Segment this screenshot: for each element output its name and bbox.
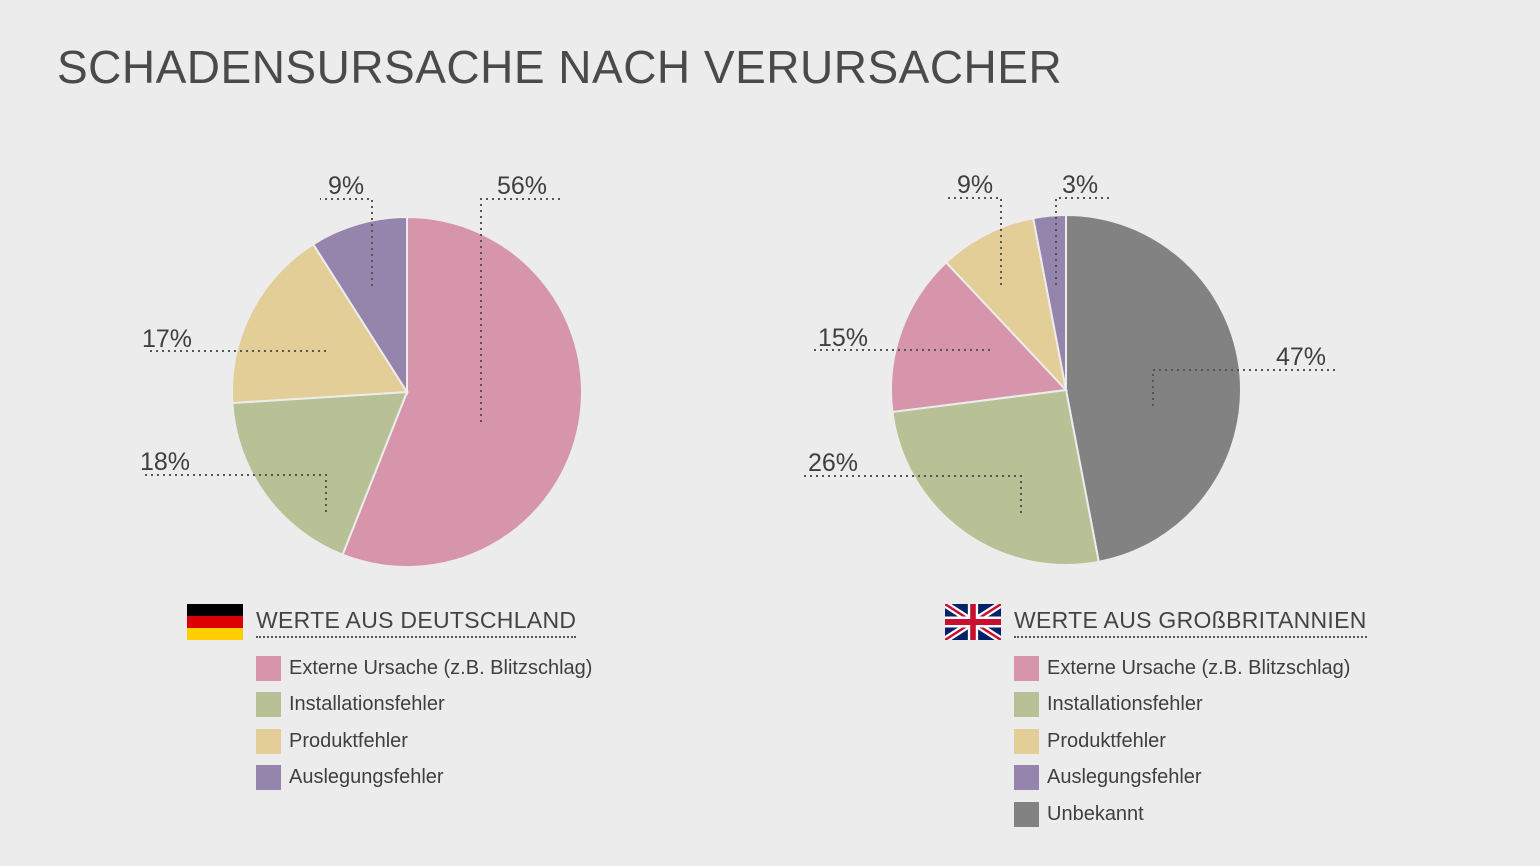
legend-swatch: [1014, 765, 1039, 791]
legend-item-externe-ursache-z-b-blitzschlag: Externe Ursache (z.B. Blitzschlag): [1014, 650, 1367, 687]
callout-line: [320, 198, 373, 286]
legend-swatch: [256, 655, 281, 681]
pie-slice-auslegungsfehler: [311, 215, 408, 396]
legend-item-auslegungsfehler: Auslegungsfehler: [1014, 760, 1367, 797]
data-label: 18%: [140, 448, 190, 476]
legend-swatch: [1014, 655, 1039, 681]
pie-slice-installationsfehler: [231, 390, 409, 557]
callout-line: [800, 475, 1022, 513]
data-label: 15%: [818, 324, 868, 352]
legend-uk: WERTE AUS GROßBRITANNIEN Externe Ursache…: [945, 602, 1367, 833]
data-label: 56%: [497, 172, 547, 200]
legend-item-auslegungsfehler: Auslegungsfehler: [256, 760, 592, 797]
data-label: 9%: [957, 171, 993, 199]
legend-label: Auslegungsfehler: [289, 766, 444, 789]
data-label: 17%: [142, 325, 192, 353]
pie-chart-uk: 47% 26% 15% 9% 3%: [800, 171, 1338, 566]
pie-slice-installationsfehler: [891, 388, 1100, 566]
pie-slice-externe-ursache-z-b-blitzschlag: [341, 215, 583, 568]
legend-swatch: [256, 765, 281, 791]
legend-item-unbekannt: Unbekannt: [1014, 796, 1367, 833]
pie-slice-auslegungsfehler: [1032, 213, 1067, 391]
legend-swatch: [1014, 801, 1039, 827]
pie-slice-produktfehler: [231, 242, 409, 405]
legend-label: Produktfehler: [289, 729, 408, 752]
uk-flag-icon: [945, 604, 1001, 640]
legend-label: Installationsfehler: [1047, 693, 1203, 716]
legend-label: Externe Ursache (z.B. Blitzschlag): [289, 656, 593, 679]
legend-item-externe-ursache-z-b-blitzschlag: Externe Ursache (z.B. Blitzschlag): [256, 650, 592, 687]
legend-label: Externe Ursache (z.B. Blitzschlag): [1047, 656, 1351, 679]
legend-label: Unbekannt: [1047, 802, 1144, 825]
callout-line: [480, 198, 563, 422]
data-label: 26%: [808, 449, 858, 477]
data-label: 3%: [1062, 171, 1098, 199]
germany-flag-icon: [187, 604, 243, 640]
pie-slice-externe-ursache-z-b-blitzschlag: [890, 261, 1069, 414]
legend-label: Auslegungsfehler: [1047, 766, 1202, 789]
callout-line: [1152, 369, 1338, 406]
legend-list-uk: Externe Ursache (z.B. Blitzschlag) Instal…: [1014, 650, 1367, 833]
pie-slice-unbekannt: [1065, 213, 1242, 564]
pie-chart-germany: 56% 18% 17% 9%: [140, 172, 583, 568]
legend-swatch: [1014, 728, 1039, 754]
callout-line: [141, 474, 327, 512]
legend-label: Produktfehler: [1047, 729, 1166, 752]
page-title: SCHADENSURSACHE NACH VERURSACHER: [57, 41, 1063, 93]
data-label: 9%: [328, 172, 364, 200]
legend-item-produktfehler: Produktfehler: [256, 723, 592, 760]
data-label: 47%: [1276, 343, 1326, 371]
legend-item-installationsfehler: Installationsfehler: [1014, 687, 1367, 724]
legend-swatch: [256, 728, 281, 754]
legend-germany: WERTE AUS DEUTSCHLAND Externe Ursache (z…: [187, 602, 592, 796]
legend-label: Installationsfehler: [289, 693, 445, 716]
legend-title-uk: WERTE AUS GROßBRITANNIEN: [1014, 607, 1367, 638]
legend-title-germany: WERTE AUS DEUTSCHLAND: [256, 607, 577, 638]
legend-item-installationsfehler: Installationsfehler: [256, 687, 592, 724]
legend-item-produktfehler: Produktfehler: [1014, 723, 1367, 760]
legend-swatch: [256, 692, 281, 718]
legend-list-germany: Externe Ursache (z.B. Blitzschlag) Instal…: [256, 650, 592, 796]
pie-slice-produktfehler: [944, 216, 1068, 394]
legend-swatch: [1014, 692, 1039, 718]
